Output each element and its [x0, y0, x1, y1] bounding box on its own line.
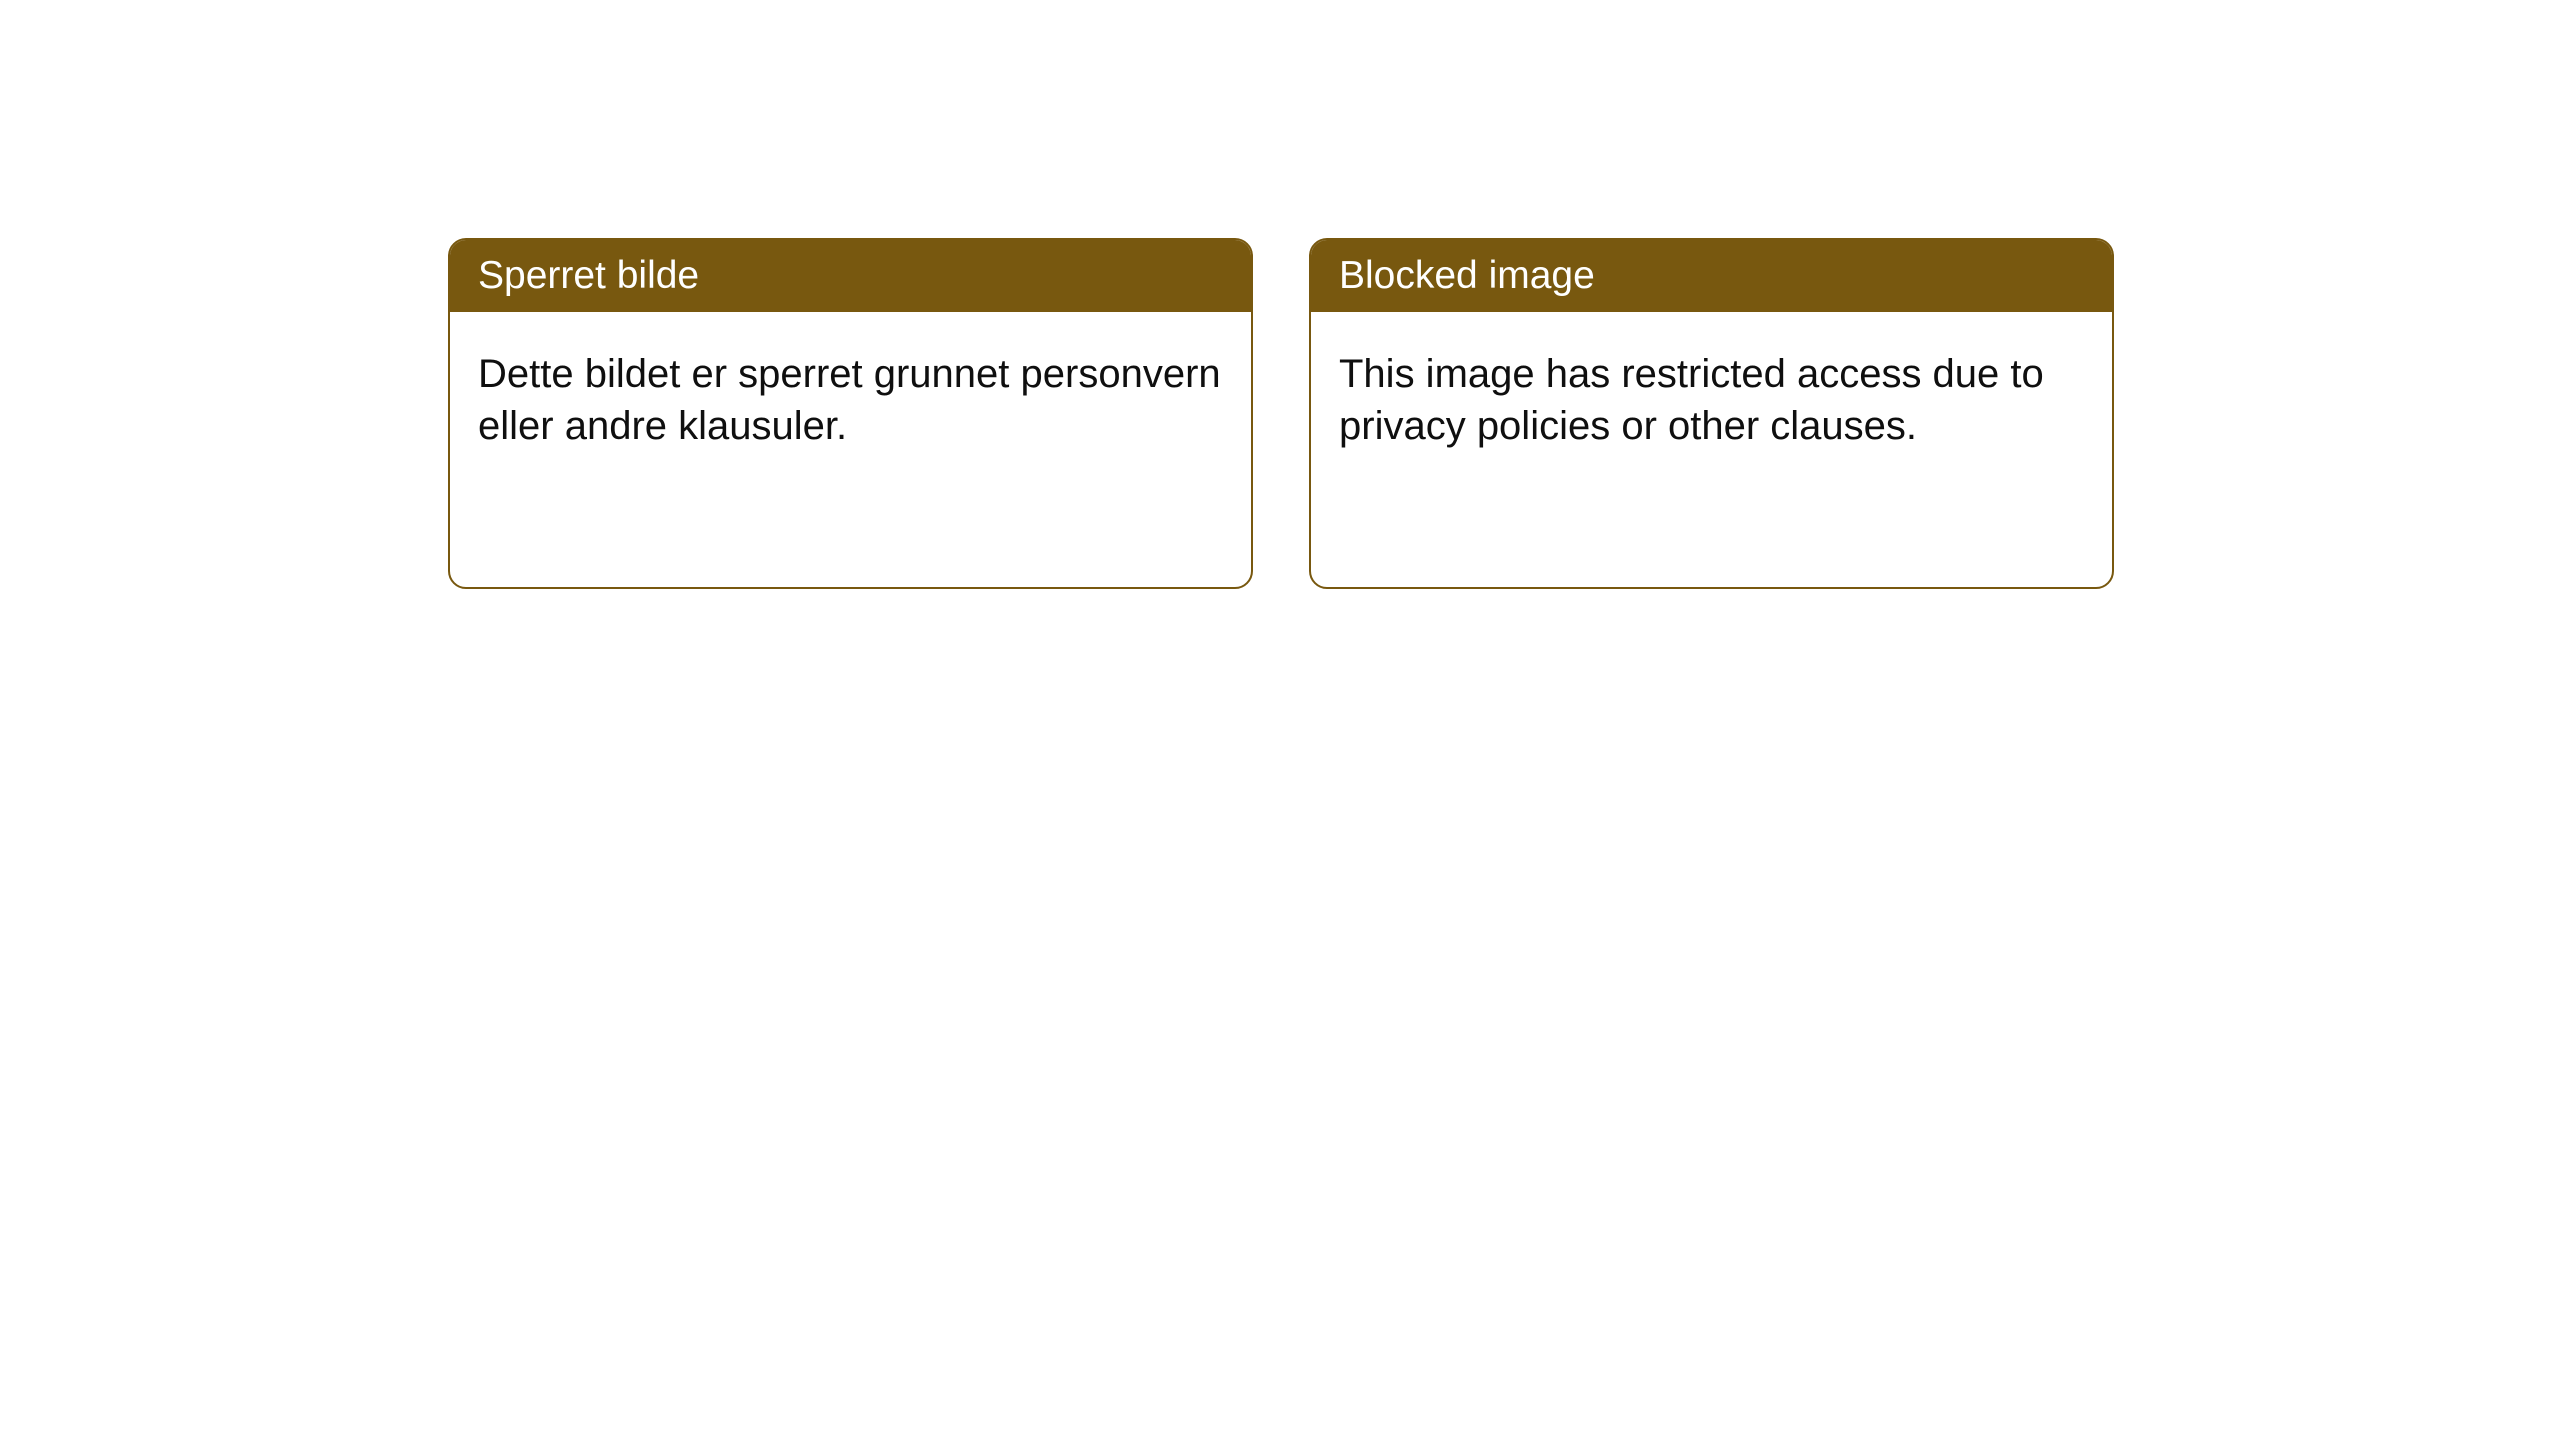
notice-card-english: Blocked image This image has restricted … [1309, 238, 2114, 589]
notice-title: Blocked image [1311, 240, 2112, 312]
notice-body: This image has restricted access due to … [1311, 312, 2112, 587]
notice-title: Sperret bilde [450, 240, 1251, 312]
notice-container: Sperret bilde Dette bildet er sperret gr… [0, 0, 2560, 589]
notice-card-norwegian: Sperret bilde Dette bildet er sperret gr… [448, 238, 1253, 589]
notice-body: Dette bildet er sperret grunnet personve… [450, 312, 1251, 587]
